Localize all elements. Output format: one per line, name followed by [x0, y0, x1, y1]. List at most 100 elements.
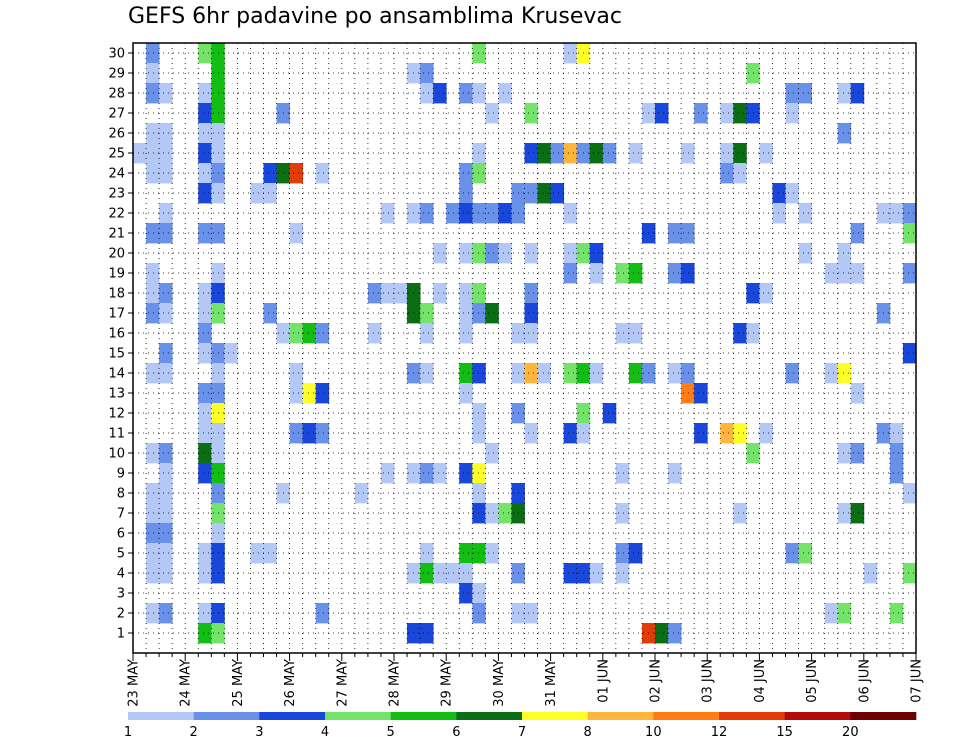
x-tick-label: 28 MAY	[388, 659, 403, 707]
y-tick-label: 25	[108, 147, 125, 162]
x-tick-label: 07 JUN	[910, 659, 925, 703]
heatmap-cell	[889, 423, 904, 444]
x-tick-label: 03 JUN	[701, 659, 716, 703]
heatmap-cell	[720, 423, 734, 444]
heatmap-cell	[524, 243, 538, 264]
heatmap-cell	[615, 503, 630, 524]
heatmap-cell	[198, 423, 212, 444]
heatmap-cell	[889, 463, 904, 484]
heatmap-cell	[159, 503, 173, 524]
heatmap-cell	[159, 303, 173, 324]
heatmap-cell	[472, 303, 486, 324]
heatmap-cell	[420, 323, 434, 344]
heatmap-cell	[837, 123, 852, 144]
heatmap-cell	[159, 443, 173, 464]
heatmap-cell	[459, 183, 473, 204]
heatmap-cell	[198, 43, 212, 64]
y-tick-label: 12	[108, 407, 125, 422]
heatmap-cell	[380, 463, 395, 484]
heatmap-cell	[550, 143, 565, 164]
heatmap-cell	[589, 143, 604, 164]
heatmap-cell	[459, 543, 473, 564]
legend-label: 7	[518, 725, 526, 740]
heatmap-cell	[198, 323, 212, 344]
legend-label: 10	[645, 725, 662, 740]
heatmap-cell	[420, 363, 434, 384]
heatmap-cell	[459, 163, 473, 184]
heatmap-cell	[420, 63, 434, 84]
heatmap-cell	[198, 403, 212, 424]
heatmap-cell	[602, 143, 617, 164]
heatmap-cell	[798, 83, 812, 104]
heatmap-cell	[772, 183, 786, 204]
heatmap-cell	[159, 223, 173, 244]
heatmap-cell	[315, 323, 330, 344]
heatmap-cell	[146, 443, 160, 464]
heatmap-cell	[589, 243, 604, 264]
heatmap-cell	[733, 103, 747, 124]
legend-swatch	[719, 712, 785, 720]
heatmap-cell	[159, 563, 173, 584]
heatmap-cell	[159, 123, 173, 144]
heatmap-cell	[198, 283, 212, 304]
heatmap-cell	[472, 143, 486, 164]
heatmap-cell	[615, 263, 630, 284]
y-tick-label: 9	[117, 467, 125, 482]
heatmap-cell	[902, 563, 917, 584]
heatmap-cell	[563, 363, 578, 384]
heatmap-cell	[289, 163, 304, 184]
y-tick-label: 20	[108, 247, 125, 262]
heatmap-cell	[420, 563, 434, 584]
grid-lines	[133, 43, 917, 653]
heatmap-cell	[446, 203, 460, 224]
heatmap-cell	[146, 303, 160, 324]
heatmap-cell	[420, 623, 434, 644]
heatmap-cell	[198, 343, 212, 364]
heatmap-cell	[772, 203, 786, 224]
heatmap-cell	[263, 543, 277, 564]
heatmap-cell	[146, 263, 160, 284]
heatmap-cell	[733, 323, 747, 344]
heatmap-cell	[798, 543, 812, 564]
legend-swatch	[653, 712, 720, 720]
heatmap-cell	[433, 283, 447, 304]
heatmap-cell	[485, 443, 499, 464]
y-tick-label: 13	[108, 387, 125, 402]
heatmap-cell	[524, 143, 538, 164]
heatmap-cell	[668, 463, 682, 484]
heatmap-cell	[302, 423, 317, 444]
heatmap-cell	[459, 383, 473, 404]
heatmap-cell	[159, 163, 173, 184]
heatmap-cell	[198, 183, 212, 204]
heatmap-cell	[289, 363, 304, 384]
legend-label: 1	[124, 725, 132, 740]
heatmap-cell	[159, 603, 173, 624]
heatmap-cell	[133, 143, 147, 164]
heatmap-cell	[850, 83, 865, 104]
x-tick-label: 27 MAY	[335, 659, 350, 707]
heatmap-cell	[198, 383, 212, 404]
heatmap-cell	[472, 403, 486, 424]
heatmap-cell	[902, 263, 917, 284]
heatmap-cell	[420, 543, 434, 564]
heatmap-cell	[681, 363, 695, 384]
heatmap-cell	[459, 363, 473, 384]
heatmap-cell	[198, 543, 212, 564]
heatmap-cell	[198, 603, 212, 624]
y-tick-label: 5	[117, 547, 125, 562]
heatmap-cell	[472, 203, 486, 224]
heatmap-cell	[628, 363, 643, 384]
heatmap-cell	[785, 183, 799, 204]
heatmap-cell	[159, 523, 173, 544]
heatmap-cell	[524, 603, 538, 624]
y-tick-label: 27	[108, 107, 125, 122]
y-tick-label: 18	[108, 287, 125, 302]
heatmap-cell	[589, 363, 604, 384]
heatmap-cell	[146, 483, 160, 504]
heatmap-cell	[198, 143, 212, 164]
heatmap-cell	[655, 623, 669, 644]
legend-swatch	[522, 712, 588, 720]
x-tick-label: 04 JUN	[753, 659, 768, 703]
heatmap-cell	[159, 143, 173, 164]
heatmap-cell	[263, 163, 277, 184]
